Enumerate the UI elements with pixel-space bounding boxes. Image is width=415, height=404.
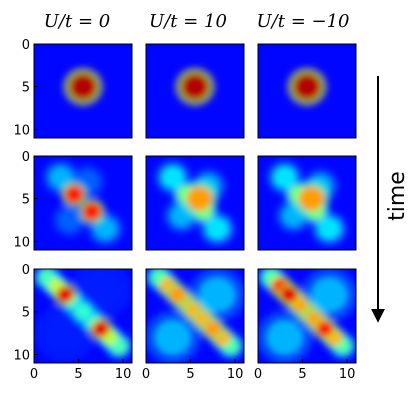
heatmap-spot	[310, 276, 348, 313]
heatmap-spot	[293, 73, 321, 100]
panel-frame	[33, 155, 133, 251]
y-tick-label: 0	[22, 150, 30, 165]
x-tick-label: 5	[298, 367, 306, 382]
heatmap-spot	[298, 186, 325, 211]
heatmap-panel: 0 5 10	[254, 268, 357, 382]
x-tick-label: 0	[142, 367, 150, 382]
y-tick-label: 10	[13, 235, 30, 250]
x-tick-label: 10	[339, 367, 356, 382]
panel-frame	[33, 268, 133, 364]
heatmap-spot	[44, 313, 86, 353]
heatmap-spot	[316, 320, 334, 337]
panel-frame	[145, 155, 245, 251]
heatmap-spot	[198, 276, 236, 313]
heatmap-panel: 0 5 10	[142, 268, 245, 382]
column-title-2: U/t = 10	[149, 11, 227, 32]
x-tick-label: 0	[30, 367, 38, 382]
heatmap-panel	[257, 155, 357, 251]
heatmap-spot	[74, 303, 92, 320]
heatmap-spot	[280, 286, 298, 303]
heatmap-spot	[80, 270, 122, 310]
x-tick-label: 5	[74, 367, 82, 382]
time-axis-label: time	[385, 171, 410, 221]
heatmap-spot	[317, 217, 342, 241]
heatmap-panel	[257, 43, 357, 139]
panel-frame	[145, 268, 245, 364]
y-tick-label: 10	[13, 348, 30, 363]
y-tick-label: 5	[22, 193, 30, 208]
heatmap-spot	[168, 286, 186, 303]
heatmap-spot	[205, 217, 230, 241]
heatmap-spot	[56, 286, 74, 303]
heatmap-panel	[145, 155, 245, 251]
heatmap-spot	[93, 217, 118, 241]
heatmap-spot	[92, 320, 110, 337]
x-tick-label: 10	[115, 367, 132, 382]
heatmap-spot	[160, 165, 185, 189]
heatmap-panel: 0 5 10	[13, 38, 133, 139]
heatmap-panel	[145, 43, 245, 139]
heatmap-panel: 0 5 10	[13, 150, 133, 251]
panel-frame	[257, 268, 357, 364]
panel-frame	[257, 155, 357, 251]
y-tick-label: 0	[22, 38, 30, 53]
heatmap-spot	[57, 208, 82, 232]
y-tick-label: 5	[22, 306, 30, 321]
heatmap-spot	[272, 165, 297, 189]
heatmap-spot	[64, 185, 84, 204]
column-title-1: U/t = 0	[44, 11, 110, 32]
y-tick-label: 0	[22, 263, 30, 278]
y-tick-label: 5	[22, 81, 30, 96]
heatmap-spot	[48, 165, 73, 189]
heatmap-spot	[181, 73, 209, 100]
panel-frame	[33, 43, 133, 139]
x-tick-label: 0	[254, 367, 262, 382]
column-title-3: U/t = −10	[257, 11, 350, 32]
y-tick-label: 10	[13, 123, 30, 138]
heatmap-spot	[186, 186, 213, 211]
heatmap-spot	[69, 73, 97, 100]
x-tick-label: 5	[186, 367, 194, 382]
heatmap-spot	[154, 319, 192, 356]
heatmap-spot	[266, 319, 304, 356]
heatmap-spot	[82, 202, 102, 221]
panel-frame	[257, 43, 357, 139]
panel-frame	[145, 43, 245, 139]
x-tick-label: 10	[227, 367, 244, 382]
heatmap-spot	[204, 320, 222, 337]
